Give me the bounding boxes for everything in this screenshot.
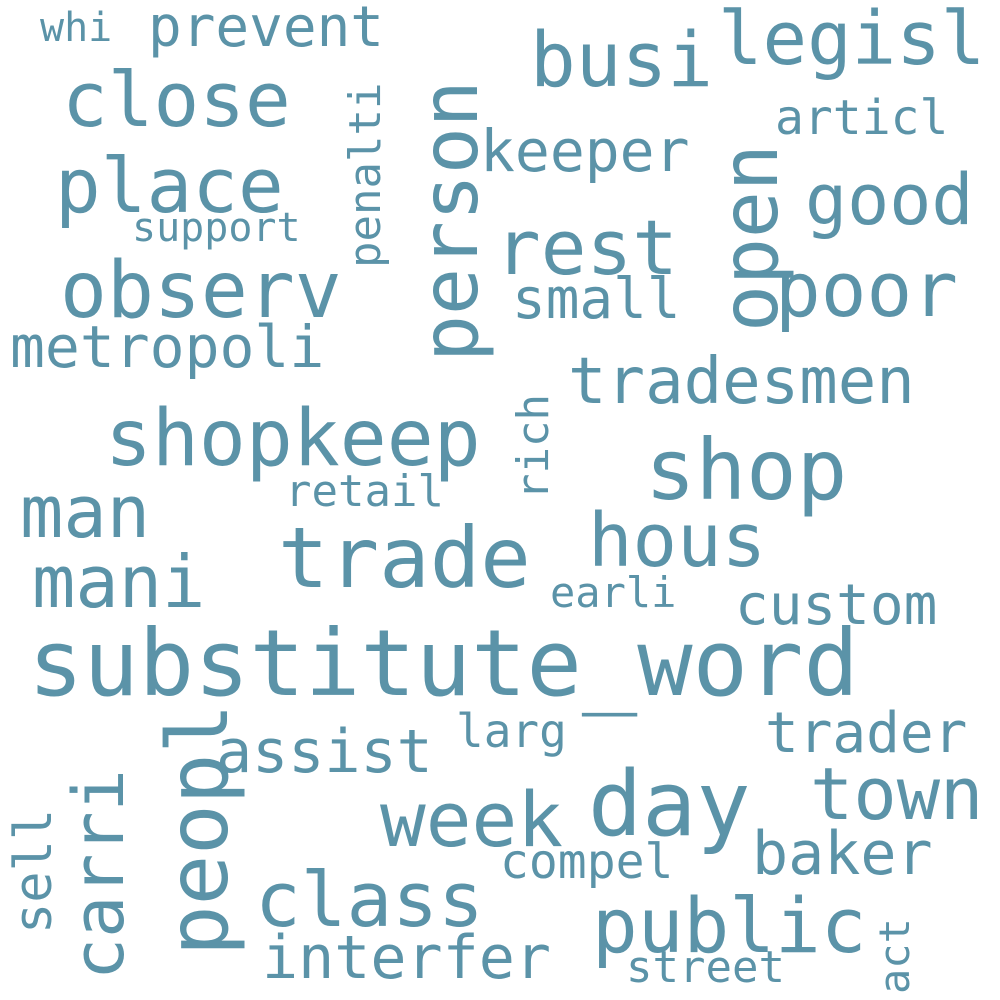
word-street: street: [626, 942, 785, 993]
word-shopkeep: shopkeep: [105, 394, 481, 484]
word-public: public: [592, 881, 867, 970]
word-peopl: peopl: [149, 703, 247, 956]
word-sell: sell: [4, 808, 64, 934]
word-prevent: prevent: [148, 0, 385, 60]
word-man: man: [20, 470, 151, 554]
word-busi: busi: [530, 15, 714, 104]
word-custom: custom: [735, 573, 938, 638]
word-keeper: keeper: [480, 117, 690, 185]
word-shop: shop: [645, 421, 848, 519]
word-mani: mani: [32, 540, 206, 624]
word-person: person: [406, 80, 496, 362]
word-week: week: [380, 775, 564, 864]
word-retail: retail: [285, 466, 444, 517]
word-hous: hous: [588, 498, 767, 584]
word-penalti: penalti: [340, 82, 391, 268]
word-close: close: [62, 55, 291, 144]
word-earli: earli: [550, 568, 677, 617]
word-act: act: [870, 918, 919, 994]
word-assist: assist: [216, 717, 433, 787]
word-articl: articl: [775, 90, 949, 146]
word-carri: carri: [58, 769, 140, 980]
word-legisl: legisl: [718, 0, 986, 82]
word-compel: compel: [500, 834, 674, 890]
word-observ: observ: [60, 246, 342, 336]
word-small: small: [512, 267, 681, 332]
word-interfer: interfer: [262, 923, 551, 993]
word-day: day: [588, 752, 751, 857]
word-good: good: [805, 159, 974, 241]
word-place: place: [55, 141, 284, 230]
word-whi: whi: [40, 5, 113, 51]
word-substitute-word: substitute_word: [28, 610, 859, 717]
word-trade: trade: [278, 509, 531, 607]
word-rest: rest: [495, 203, 679, 292]
word-class: class: [255, 855, 484, 944]
word-rich: rich: [508, 394, 559, 500]
word-town: town: [810, 752, 984, 836]
word-tradesmen: tradesmen: [568, 345, 915, 419]
word-open: open: [706, 144, 796, 332]
word-support: support: [132, 205, 301, 251]
word-baker: baker: [752, 819, 933, 889]
word-poor: poor: [775, 245, 959, 334]
word-trader: trader: [765, 701, 968, 766]
word-larg: larg: [456, 704, 567, 758]
word-metropoli: metropoli: [10, 313, 325, 381]
